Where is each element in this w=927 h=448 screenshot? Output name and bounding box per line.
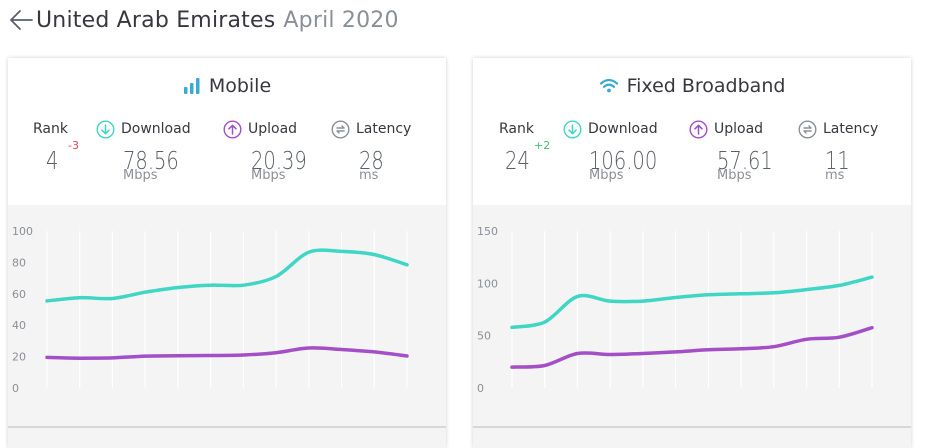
fixed-upload: Upload 57.61 Mbps [689,118,789,183]
download-unit: Mbps [123,168,158,183]
mobile-rank: Rank 4 [33,118,68,175]
upload-label: Upload [714,121,764,137]
fixed-title-text: Fixed Broadband [626,75,786,97]
download-icon [563,119,582,139]
latency-icon [331,119,350,139]
rank-value: 24 [505,146,530,175]
latency-value: 11 [825,146,850,175]
y-tick-label: 100 [477,277,498,290]
download-label: Download [588,121,658,137]
page-header: United Arab Emirates April 2020 [8,4,399,36]
signal-bars-icon [183,78,200,94]
y-tick-label: 20 [12,351,26,364]
y-tick-label: 50 [477,330,491,343]
latency-icon [798,119,817,139]
upload-unit: Mbps [251,168,286,183]
mobile-latency: Latency 28 ms [331,118,411,183]
fixed-card-title: Fixed Broadband [473,72,911,100]
fixed-chart-area: 0 50 100 150 [473,205,911,448]
y-tick-label: 80 [12,256,26,269]
y-tick-label: 0 [12,382,19,395]
latency-value: 28 [359,146,384,175]
mobile-summary: Mobile Rank 4 -3 Download 78.56 Mbps Upl… [8,58,446,205]
mobile-chart-area: 0 20 40 60 80 100 [8,205,446,448]
mobile-download: Download 78.56 Mbps [96,118,195,183]
mobile-title-text: Mobile [208,75,272,97]
fixed-latency: Latency 11 ms [798,118,878,183]
download-value: 78.56 [123,146,179,175]
fixed-speed-chart: 0 50 100 150 [473,225,911,428]
mobile-card: Mobile Rank 4 -3 Download 78.56 Mbps Upl… [8,58,446,448]
fixed-broadband-card: Fixed Broadband Rank 24 +2 Download 106.… [473,58,911,448]
rank-change-badge: +2 [534,139,551,152]
y-tick-label: 100 [12,225,33,238]
country-title: United Arab Emirates [36,7,276,33]
latency-unit: ms [825,168,845,183]
download-series-line [45,248,409,303]
rank-change-badge: -3 [68,139,79,152]
upload-value: 20.39 [251,146,307,175]
y-tick-label: 150 [477,225,498,238]
mobile-card-title: Mobile [8,72,446,100]
download-value: 106.00 [589,146,658,175]
fixed-rank: Rank 24 [499,118,537,175]
download-label: Download [121,121,191,137]
download-series-line [510,275,874,330]
mobile-speed-chart: 0 20 40 60 80 100 [8,225,446,428]
download-icon [96,119,115,139]
upload-icon [689,119,708,139]
download-unit: Mbps [589,168,624,183]
upload-series-line [45,346,409,360]
date-subtitle: April 2020 [283,7,399,33]
latency-label: Latency [823,121,879,137]
latency-label: Latency [356,121,412,137]
rank-value: 4 [46,146,59,175]
upload-unit: Mbps [717,168,752,183]
y-tick-label: 60 [12,288,26,301]
upload-icon [223,119,242,139]
y-tick-label: 40 [12,319,26,332]
rank-label: Rank [33,121,68,137]
upload-value: 57.61 [717,146,773,175]
latency-unit: ms [359,168,379,183]
wifi-icon [599,78,618,93]
mobile-upload: Upload 20.39 Mbps [223,118,323,183]
y-tick-label: 0 [477,382,484,395]
rank-label: Rank [499,121,534,137]
back-arrow-icon[interactable] [8,6,34,34]
fixed-summary: Fixed Broadband Rank 24 +2 Download 106.… [473,58,911,205]
upload-series-line [510,325,874,369]
upload-label: Upload [248,121,298,137]
fixed-download: Download 106.00 Mbps [563,118,676,183]
